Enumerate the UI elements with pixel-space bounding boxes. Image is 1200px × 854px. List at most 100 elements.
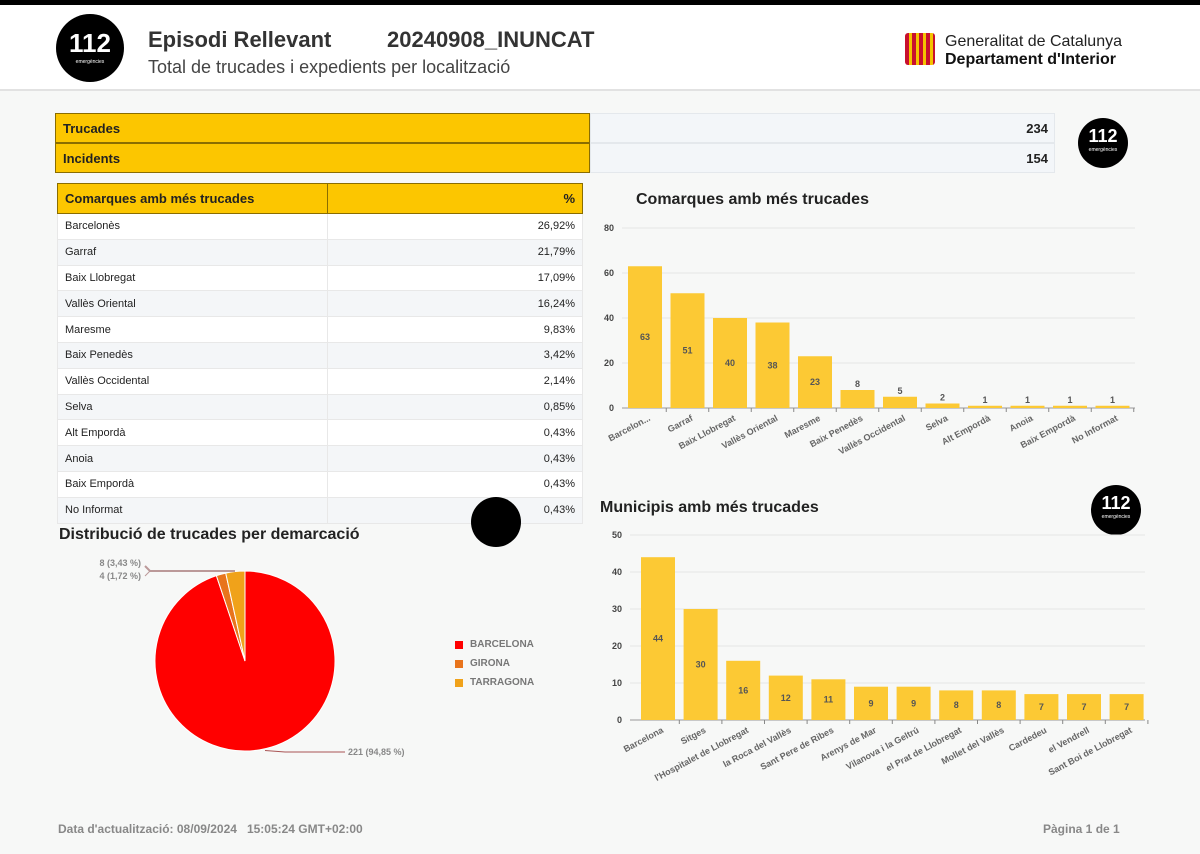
slice-label: 8 (3,43 %)	[99, 558, 141, 568]
bar	[755, 322, 790, 408]
comarca-pct: 0,43%	[327, 496, 583, 524]
y-tick-label: 0	[609, 403, 614, 413]
bar	[925, 403, 960, 408]
comarca-pct: 0,43%	[327, 419, 583, 447]
top-bar	[0, 0, 1200, 5]
municipis-bar-chart: 0102030405044Barcelona30Sitges16l'Hospit…	[612, 530, 1149, 783]
table-row: Alt Empordà 0,43%	[57, 419, 583, 447]
table-row: Garraf 21,79%	[57, 238, 583, 266]
bar	[968, 405, 1002, 408]
legend-label: GIRONA	[470, 658, 510, 669]
comarca-pct: 9,83%	[327, 316, 583, 343]
logo-number: 112	[69, 28, 111, 58]
logo-number: 112	[1088, 126, 1118, 146]
data-label: 1	[1025, 395, 1030, 405]
comarca-name: Selva	[57, 393, 328, 421]
bar	[883, 396, 917, 408]
data-label: 16	[738, 685, 748, 695]
page-number: Pàgina 1 de 1	[1043, 822, 1120, 836]
comarca-name: Vallès Occidental	[57, 367, 328, 395]
data-label: 1	[982, 395, 987, 405]
demarcacio-pie-chart: 221 (94,85 %) 8 (3,43 %) 4 (1,72 %)	[99, 558, 405, 757]
bar	[939, 690, 974, 720]
comarca-pct: 0,43%	[327, 445, 583, 472]
summary-row-trucades: Trucades 234	[55, 113, 1055, 143]
summary-row-incidents: Incidents 154	[55, 143, 1055, 173]
comarca-name: No Informat	[57, 496, 328, 524]
episode-code: 20240908_INUNCAT	[387, 27, 595, 52]
logo-number: 112	[1101, 493, 1131, 513]
bar	[1010, 405, 1045, 408]
data-label: 8	[954, 700, 959, 710]
table-row: No Informat 0,43%	[57, 496, 583, 524]
data-label: 7	[1124, 702, 1129, 712]
table-row: Barcelonès 26,92%	[57, 213, 583, 240]
bar	[1109, 694, 1144, 720]
department-name: Departament d'Interior	[945, 51, 1116, 68]
table-row: Maresme 9,83%	[57, 316, 583, 343]
bar	[628, 266, 662, 408]
comarca-pct: 16,24%	[327, 290, 583, 318]
logo-sub: emergències	[75, 59, 105, 65]
bar	[1024, 694, 1059, 720]
bar	[1095, 405, 1130, 408]
bar	[981, 690, 1016, 720]
bar	[768, 675, 803, 720]
logo-112-small: 112 emergències	[1078, 118, 1128, 168]
comarca-pct: 3,42%	[327, 341, 583, 369]
comarca-pct: 26,92%	[327, 213, 583, 240]
y-tick-label: 80	[604, 223, 614, 233]
pie-legend: BARCELONA GIRONA TARRAGONA	[455, 635, 534, 692]
table-row: Anoia 0,43%	[57, 445, 583, 472]
y-tick-label: 60	[604, 268, 614, 278]
bar	[713, 318, 747, 408]
x-tick-label: Vilanova i la Geltrú	[844, 725, 920, 772]
bar	[811, 679, 846, 720]
slice-label: 221 (94,85 %)	[348, 747, 405, 757]
bar	[798, 356, 832, 408]
comarca-pct: 0,85%	[327, 393, 583, 421]
senyera-icon	[905, 33, 935, 65]
data-label: 30	[696, 660, 706, 670]
data-label: 11	[824, 695, 834, 705]
table-row: Baix Llobregat 17,09%	[57, 264, 583, 292]
y-tick-label: 40	[612, 567, 622, 577]
data-label: 12	[781, 693, 791, 703]
comarca-name: Garraf	[57, 238, 328, 266]
comarques-table: Comarques amb més trucades % Barcelonès 2…	[57, 183, 583, 524]
legend-item: TARRAGONA	[455, 673, 534, 692]
update-timestamp: Data d'actualització: 08/09/2024 15:05:2…	[58, 822, 363, 836]
data-label: 40	[725, 358, 735, 368]
data-label: 51	[682, 346, 692, 356]
summary-label: Trucades	[55, 113, 590, 143]
data-label: 2	[940, 393, 945, 403]
legend-swatch	[455, 640, 463, 649]
x-tick-label: Garraf	[666, 412, 695, 434]
legend-item: BARCELONA	[455, 635, 534, 654]
data-label: 5	[897, 386, 902, 396]
data-label: 23	[810, 377, 820, 387]
table-row: Vallès Occidental 2,14%	[57, 367, 583, 395]
y-tick-label: 0	[617, 715, 622, 725]
bar	[670, 293, 705, 408]
x-tick-label: Barcelon...	[607, 413, 652, 443]
bar	[854, 686, 888, 720]
table-row: Selva 0,85%	[57, 393, 583, 421]
x-tick-label: Selva	[924, 412, 950, 432]
chart-title-comarques: Comarques amb més trucades	[636, 191, 869, 208]
data-label: 38	[767, 360, 777, 370]
x-tick-label: Sant Pere de Ribes	[759, 725, 836, 772]
x-tick-label: Alt Empordà	[940, 412, 993, 446]
leader-line	[144, 570, 151, 577]
logo-112-partial	[471, 497, 521, 547]
bar	[1053, 405, 1087, 408]
x-tick-label: Barcelona	[622, 724, 666, 754]
comarca-name: Vallès Oriental	[57, 290, 328, 318]
logo-112-small: 112 emergències	[1091, 485, 1141, 535]
legend-swatch	[455, 678, 463, 687]
leader-line	[144, 565, 235, 572]
comarca-pct: 17,09%	[327, 264, 583, 292]
x-tick-label: el Prat de Llobregat	[884, 725, 963, 773]
bar	[896, 686, 931, 720]
